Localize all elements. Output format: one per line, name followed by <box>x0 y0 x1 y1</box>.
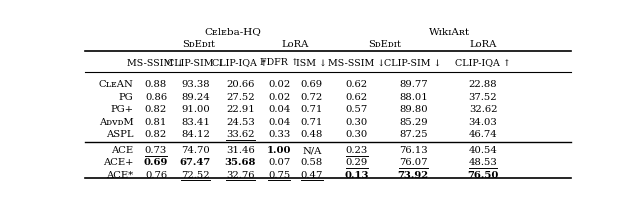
Text: CLIP-IQA ↑: CLIP-IQA ↑ <box>455 58 511 67</box>
Text: 0.23: 0.23 <box>346 145 368 154</box>
Text: SᴅEᴅɪt: SᴅEᴅɪt <box>182 40 214 49</box>
Text: 0.58: 0.58 <box>301 158 323 167</box>
Text: 0.82: 0.82 <box>145 129 167 138</box>
Text: 0.02: 0.02 <box>268 80 291 88</box>
Text: ISM ↓: ISM ↓ <box>296 58 327 67</box>
Text: 74.70: 74.70 <box>181 145 210 154</box>
Text: 22.88: 22.88 <box>468 80 497 88</box>
Text: 0.48: 0.48 <box>301 129 323 138</box>
Text: 83.41: 83.41 <box>181 117 210 126</box>
Text: 37.52: 37.52 <box>468 93 497 102</box>
Text: LᴏRA: LᴏRA <box>282 40 309 49</box>
Text: 0.62: 0.62 <box>346 93 368 102</box>
Text: 48.53: 48.53 <box>468 158 497 167</box>
Text: 0.81: 0.81 <box>145 117 167 126</box>
Text: 32.76: 32.76 <box>226 170 255 179</box>
Text: 0.88: 0.88 <box>145 80 167 88</box>
Text: 89.80: 89.80 <box>399 105 428 114</box>
Text: 24.53: 24.53 <box>226 117 255 126</box>
Text: 0.30: 0.30 <box>346 117 368 126</box>
Text: 1.00: 1.00 <box>267 145 291 154</box>
Text: 27.52: 27.52 <box>226 93 255 102</box>
Text: 0.02: 0.02 <box>268 93 291 102</box>
Text: Cᴇlᴇba-HQ: Cᴇlᴇba-HQ <box>205 27 262 36</box>
Text: 91.00: 91.00 <box>181 105 210 114</box>
Text: 33.62: 33.62 <box>226 129 255 138</box>
Text: 0.04: 0.04 <box>268 117 291 126</box>
Text: 0.86: 0.86 <box>145 93 167 102</box>
Text: 0.75: 0.75 <box>268 170 291 179</box>
Text: PG+: PG+ <box>111 105 134 114</box>
Text: 88.01: 88.01 <box>399 93 428 102</box>
Text: 40.54: 40.54 <box>468 145 497 154</box>
Text: 85.29: 85.29 <box>399 117 428 126</box>
Text: 34.03: 34.03 <box>468 117 497 126</box>
Text: 0.13: 0.13 <box>344 170 369 179</box>
Text: 87.25: 87.25 <box>399 129 428 138</box>
Text: 76.07: 76.07 <box>399 158 428 167</box>
Text: PG: PG <box>119 93 134 102</box>
Text: 0.47: 0.47 <box>301 170 323 179</box>
Text: 0.04: 0.04 <box>268 105 291 114</box>
Text: 84.12: 84.12 <box>181 129 210 138</box>
Text: 46.74: 46.74 <box>468 129 497 138</box>
Text: MS-SSIM ↓: MS-SSIM ↓ <box>127 58 184 67</box>
Text: 0.76: 0.76 <box>145 170 167 179</box>
Text: 0.33: 0.33 <box>268 129 291 138</box>
Text: ACE: ACE <box>111 145 134 154</box>
Text: N/A: N/A <box>302 145 321 154</box>
Text: 0.29: 0.29 <box>346 158 368 167</box>
Text: 67.47: 67.47 <box>180 158 211 167</box>
Text: 20.66: 20.66 <box>226 80 255 88</box>
Text: 31.46: 31.46 <box>226 145 255 154</box>
Text: 89.24: 89.24 <box>181 93 210 102</box>
Text: MS-SSIM ↓: MS-SSIM ↓ <box>328 58 385 67</box>
Text: WɪkɪAʀt: WɪkɪAʀt <box>429 27 470 36</box>
Text: 0.71: 0.71 <box>301 105 323 114</box>
Text: CLIP-SIM ↓: CLIP-SIM ↓ <box>167 58 224 67</box>
Text: 0.82: 0.82 <box>145 105 167 114</box>
Text: 0.73: 0.73 <box>145 145 167 154</box>
Text: 72.52: 72.52 <box>181 170 210 179</box>
Text: 73.92: 73.92 <box>397 170 429 179</box>
Text: 0.69: 0.69 <box>301 80 323 88</box>
Text: ASPL: ASPL <box>106 129 134 138</box>
Text: FDFR ↑: FDFR ↑ <box>260 58 299 67</box>
Text: 89.77: 89.77 <box>399 80 428 88</box>
Text: 35.68: 35.68 <box>225 158 256 167</box>
Text: 0.71: 0.71 <box>301 117 323 126</box>
Text: CLIP-SIM ↓: CLIP-SIM ↓ <box>385 58 442 67</box>
Text: 0.72: 0.72 <box>301 93 323 102</box>
Text: 22.91: 22.91 <box>226 105 255 114</box>
Text: LᴏRA: LᴏRA <box>469 40 497 49</box>
Text: 0.30: 0.30 <box>346 129 368 138</box>
Text: CʟᴇAN: CʟᴇAN <box>99 80 134 88</box>
Text: 0.69: 0.69 <box>144 158 168 167</box>
Text: 32.62: 32.62 <box>468 105 497 114</box>
Text: 0.07: 0.07 <box>268 158 291 167</box>
Text: ACE+: ACE+ <box>103 158 134 167</box>
Text: ACE*: ACE* <box>106 170 134 179</box>
Text: AᴅvᴅM: AᴅvᴅM <box>99 117 134 126</box>
Text: 0.62: 0.62 <box>346 80 368 88</box>
Text: 76.13: 76.13 <box>399 145 428 154</box>
Text: 0.57: 0.57 <box>346 105 368 114</box>
Text: SᴅEᴅɪt: SᴅEᴅɪt <box>369 40 401 49</box>
Text: 93.38: 93.38 <box>181 80 210 88</box>
Text: 76.50: 76.50 <box>467 170 499 179</box>
Text: CLIP-IQA ↑: CLIP-IQA ↑ <box>212 58 268 67</box>
